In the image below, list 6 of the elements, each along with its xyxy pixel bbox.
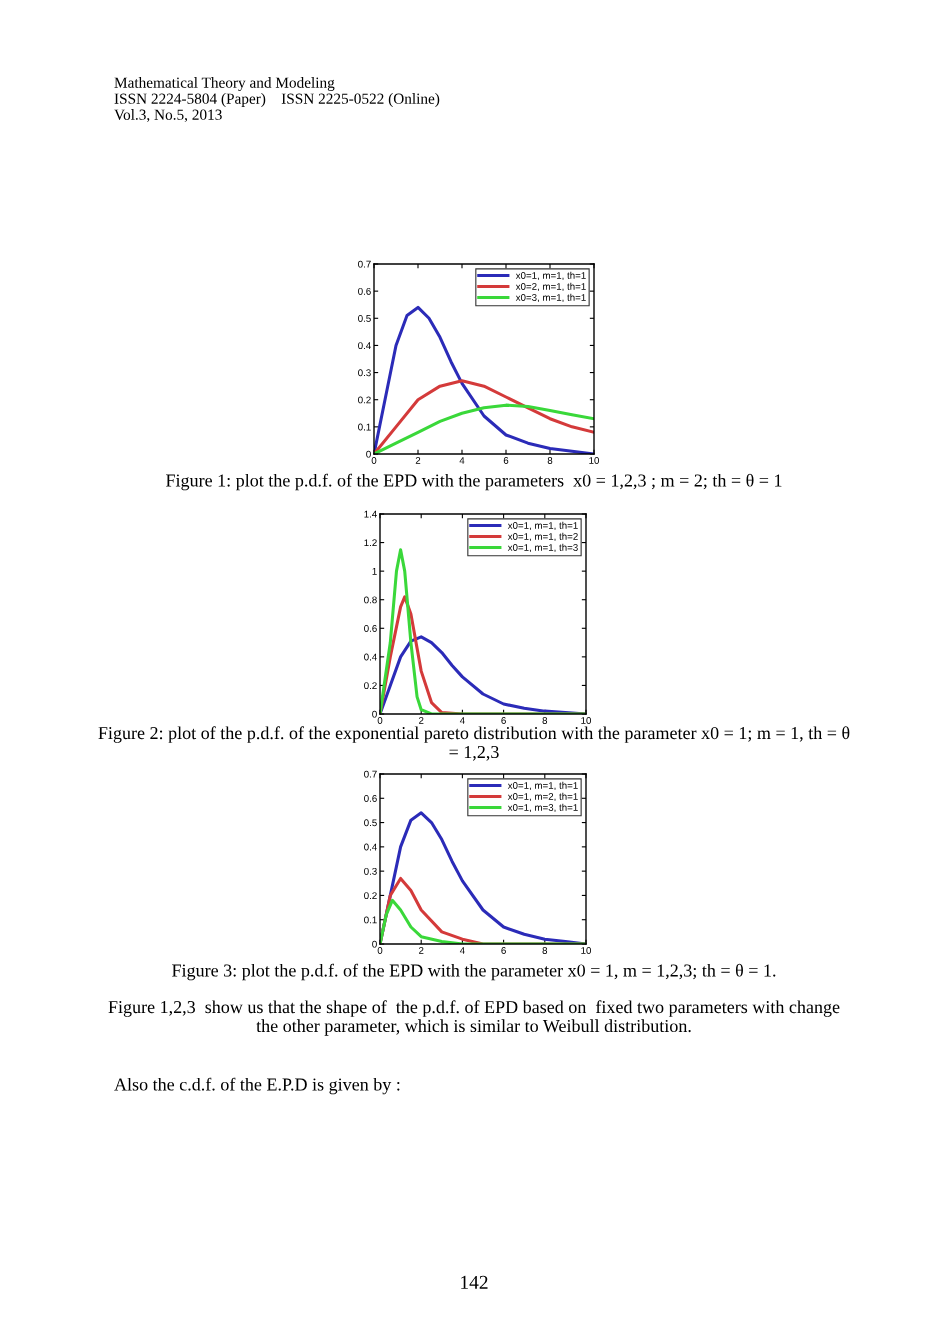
caption: Figure 3: plot the p.d.f. of the EPD with the parameter x0 = 1, m = 1,2,3; th = θ = 1. — [172, 963, 776, 981]
text: Also the c.d.f. of the E.P.D is given by : — [114, 1077, 400, 1095]
text: 142 — [461, 1275, 488, 1289]
caption: Figure 2: plot of the p.d.f. of the exponential pareto distribution with the parameter x0 = 1; m = 1, th = θ = 1,2,3 — [98, 726, 850, 761]
caption: Figure 1,2,3 show us that the shape of the p.d.f. of EPD based on fixed two parameters with change the other parameter, which is similar to Weibull distribution. — [108, 1000, 840, 1036]
caption: Figure 1: plot the p.d.f. of the EPD with the parameters x0 = 1,2,3 ; m = 2; th = θ = 1 — [166, 473, 782, 491]
